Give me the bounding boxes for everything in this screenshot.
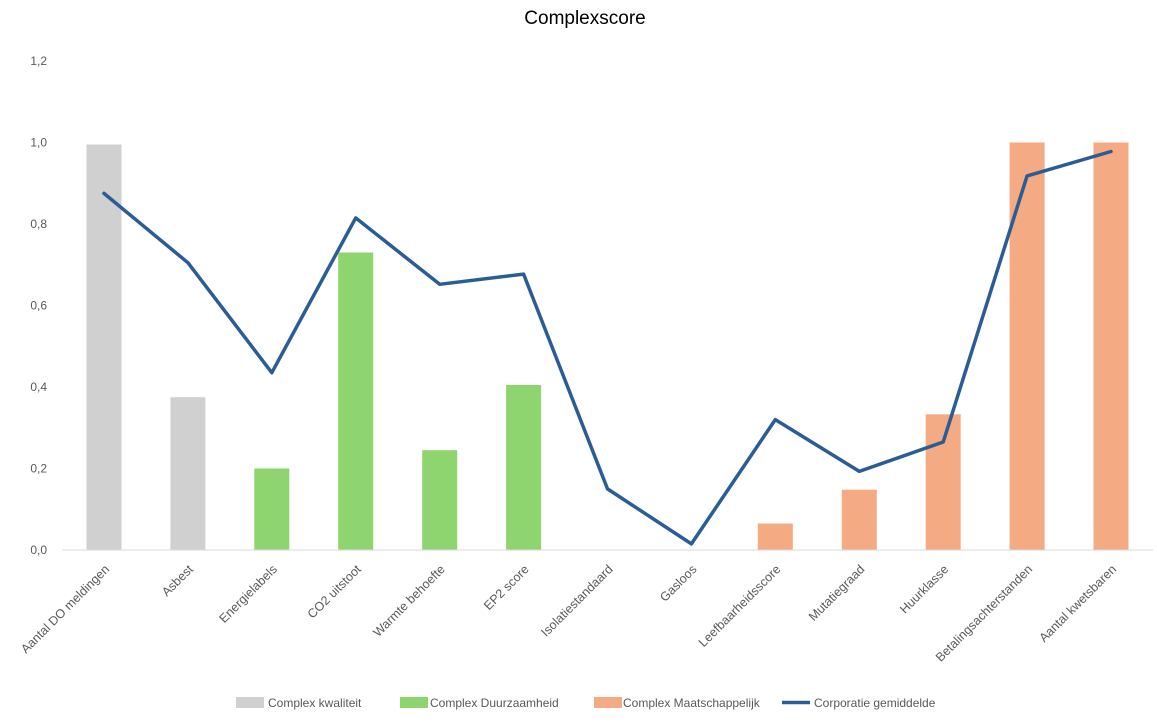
line-point-10 <box>858 470 861 473</box>
x-tick-label-5: Warmte behoefte <box>370 562 447 639</box>
line-point-9 <box>774 418 777 421</box>
line-point-12 <box>1025 174 1029 178</box>
x-axis-ticks: Aantal DO meldingen Asbest Energielabels CO… <box>18 562 1119 665</box>
legend: Complex kwaliteit Complex Duurzaamheid Com… <box>236 696 936 710</box>
x-tick-label-8: Gasloos <box>657 562 699 604</box>
bars-layer <box>86 142 1129 550</box>
y-axis-ticks: 0,0 0,2 0,4 0,6 0,8 1,0 1,2 <box>30 54 47 557</box>
bar-3-11 <box>925 414 961 550</box>
x-tick-label-9: Leefbaarheidsscore <box>696 562 784 650</box>
legend-label-4: Corporatie gemiddelde <box>814 696 936 710</box>
bar-2-4 <box>338 252 374 550</box>
x-tick-label-10: Mutatiegraad <box>806 562 868 624</box>
line-point-11 <box>942 440 945 444</box>
x-tick-label-2: Asbest <box>159 562 196 599</box>
bar-1-2 <box>170 397 206 550</box>
bar-3-13 <box>1093 142 1129 550</box>
legend-label-2: Complex Duurzaamheid <box>430 696 559 710</box>
x-tick-label-12: Betalingsachterstanden <box>933 562 1035 664</box>
bar-2-5 <box>422 450 458 550</box>
line-point-13 <box>1109 150 1113 153</box>
bar-3-12 <box>1009 142 1045 550</box>
y-tick-label-2: 0,2 <box>30 462 47 476</box>
bar-1-1 <box>86 144 122 550</box>
line-point-3 <box>270 371 273 374</box>
line-point-5 <box>438 283 441 286</box>
line-point-6 <box>522 272 525 276</box>
legend-swatch-2 <box>400 697 428 708</box>
line-point-8 <box>690 542 693 546</box>
line-layer <box>102 149 1113 546</box>
y-tick-label-3: 0,4 <box>30 380 47 394</box>
x-tick-label-3: Energielabels <box>216 562 279 625</box>
bar-3-9 <box>757 523 793 550</box>
chart-title: Complexscore <box>524 8 645 29</box>
line-point-1 <box>102 192 106 195</box>
legend-swatch-1 <box>236 697 264 708</box>
x-tick-label-7: Isolatiestandaard <box>538 562 615 639</box>
x-tick-label-1: Aantal DO meldingen <box>18 562 112 656</box>
y-tick-label-1: 0,0 <box>30 543 47 557</box>
bar-2-6 <box>506 385 542 550</box>
y-tick-label-4: 0,6 <box>30 299 47 313</box>
x-tick-label-13: Aantal kwetsbaren <box>1037 562 1120 645</box>
x-tick-label-6: EP2 score <box>481 562 532 613</box>
legend-label-1: Complex kwaliteit <box>268 696 362 710</box>
y-tick-label-7: 1,2 <box>30 54 47 68</box>
y-tick-label-6: 1,0 <box>30 136 47 150</box>
legend-label-3: Complex Maatschappelijk <box>623 696 761 710</box>
bar-2-3 <box>254 468 290 550</box>
line-point-4 <box>354 216 357 220</box>
y-tick-label-5: 0,8 <box>30 217 47 231</box>
legend-swatch-3 <box>594 697 622 708</box>
x-tick-label-4: CO2 uitstoot <box>305 562 364 621</box>
line-point-2 <box>186 261 190 264</box>
bar-3-10 <box>841 489 877 550</box>
line-point-7 <box>606 487 609 491</box>
x-tick-label-11: Huurklasse <box>897 562 951 616</box>
